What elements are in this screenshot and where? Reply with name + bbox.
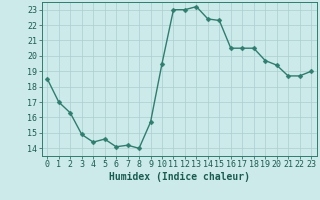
X-axis label: Humidex (Indice chaleur): Humidex (Indice chaleur) [109,172,250,182]
